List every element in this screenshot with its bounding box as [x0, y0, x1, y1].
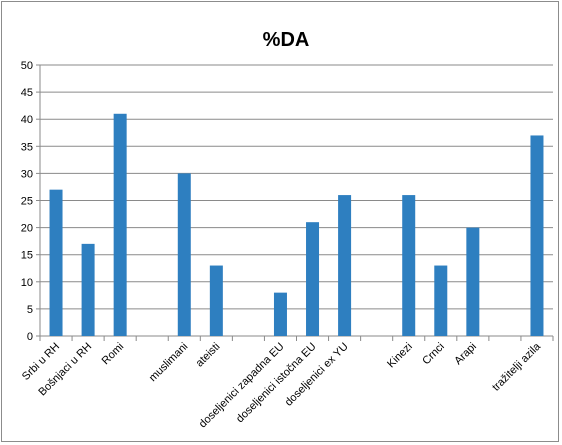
bar	[530, 135, 544, 336]
x-category-label: muslimani	[147, 341, 190, 384]
bars	[49, 113, 544, 336]
y-tick-label: 15	[21, 250, 33, 262]
x-category-label: Romi	[100, 341, 127, 368]
y-tick-label: 45	[21, 87, 33, 99]
bar	[113, 113, 127, 336]
bar	[81, 243, 95, 336]
y-tick-label: 30	[21, 168, 33, 180]
y-tick-label: 35	[21, 141, 33, 153]
bar	[49, 189, 63, 336]
y-tick-label: 25	[21, 196, 33, 208]
y-tick-label: 10	[21, 277, 33, 289]
x-category-label: tražitelji azila	[490, 340, 544, 394]
bar	[209, 265, 223, 336]
y-tick-label: 20	[21, 223, 33, 235]
bar	[177, 173, 191, 336]
bar	[466, 227, 480, 336]
chart-title: %DA	[263, 29, 310, 51]
bar	[306, 222, 320, 336]
y-tick-label: 0	[27, 331, 33, 343]
bar	[434, 265, 448, 336]
bar	[338, 195, 352, 336]
bar	[402, 195, 416, 336]
y-tick-label: 5	[27, 304, 33, 316]
y-tick-label: 50	[21, 60, 33, 72]
x-category-label: Arapi	[452, 341, 479, 368]
x-category-label: Crnci	[420, 341, 447, 368]
y-tick-labels: 0 5 10 15 20 25 30 35 40 45 50	[21, 60, 33, 343]
x-category-label: Kinezi	[385, 341, 415, 371]
x-category-label: ateisti	[194, 341, 223, 370]
bar	[273, 292, 287, 336]
y-tick-label: 40	[21, 114, 33, 126]
